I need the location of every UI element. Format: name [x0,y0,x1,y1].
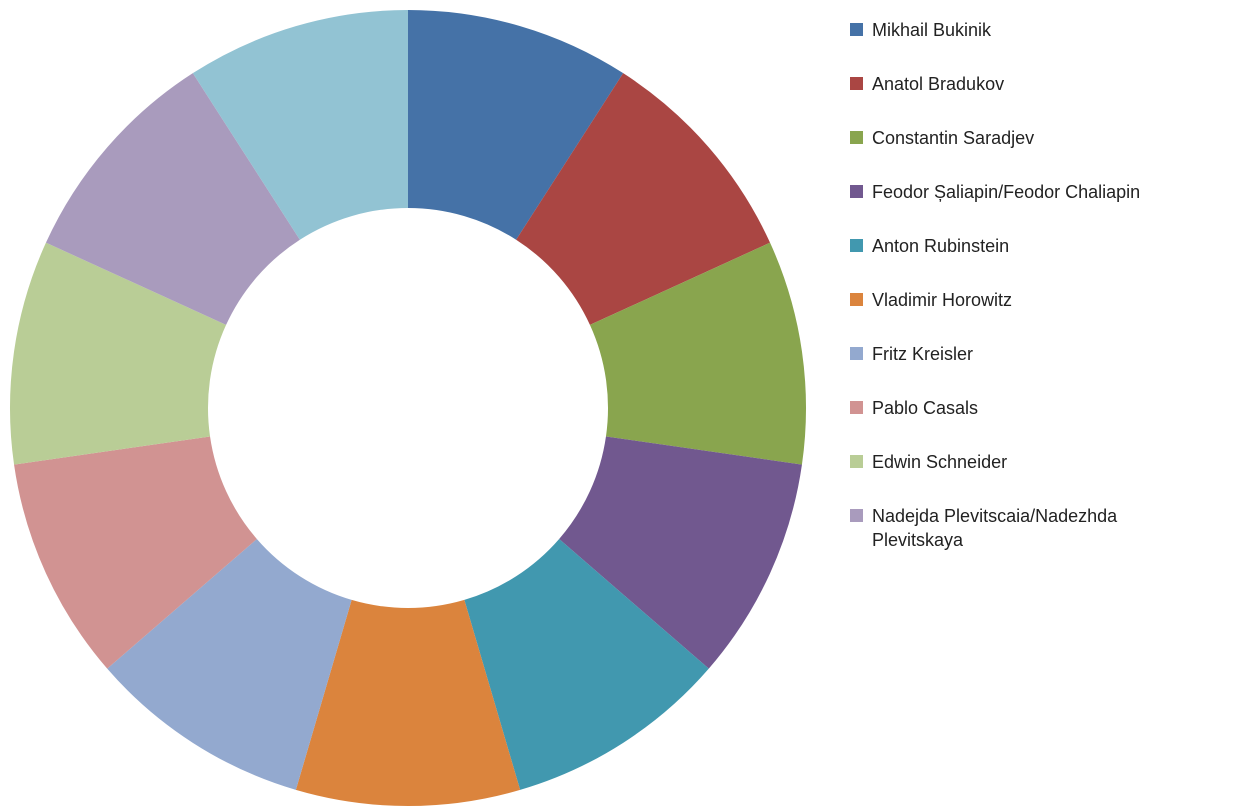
legend-label: Anton Rubinstein [872,236,1010,256]
legend-item: Vladimir Horowitz [850,288,1202,312]
legend-label: Nadejda Plevitscaia/Nadezhda Plevitskaya [872,506,1118,550]
donut-slice [516,73,771,325]
legend-label: Edwin Schneider [872,452,1008,472]
legend-swatch [850,239,863,252]
legend-label: Vladimir Horowitz [872,290,1013,310]
legend-label: Fritz Kreisler [872,344,974,364]
legend-label: Mikhail Bukinik [872,20,992,40]
legend-item: Edwin Schneider [850,450,1202,474]
legend-swatch [850,77,863,90]
legend-item: Fritz Kreisler [850,342,1202,366]
donut-slice [107,538,352,790]
legend-item: Constantin Saradjev [850,126,1202,150]
chart [9,10,806,806]
legend-swatch [850,509,863,522]
legend-swatch [850,455,863,468]
legend-item: Mikhail Bukinik [850,18,1202,42]
donut-slice [192,10,408,240]
donut-slice [464,538,709,790]
donut-slice [45,73,300,325]
legend-item: Anatol Bradukov [850,72,1202,96]
legend-swatch [850,293,863,306]
legend-item: Feodor Șaliapin/Feodor Chaliapin [850,180,1202,204]
donut-slice [9,242,227,465]
legend-swatch [850,131,863,144]
donut-slice [14,436,257,669]
legend-item: Nadejda Plevitscaia/Nadezhda Plevitskaya [850,504,1202,552]
donut-slice [408,10,624,240]
legend-swatch [850,401,863,414]
legend-item: Pablo Casals [850,396,1202,420]
donut-slice [589,242,806,465]
legend-item: Anton Rubinstein [850,234,1202,258]
legend-swatch [850,347,863,360]
legend-swatch [850,23,863,36]
donut-slice [559,436,802,669]
donut-slice [295,599,521,806]
legend-label: Constantin Saradjev [872,128,1035,148]
legend-label: Anatol Bradukov [872,74,1005,94]
legend-swatch [850,185,863,198]
legend-label: Feodor Șaliapin/Feodor Chaliapin [872,182,1141,202]
legend-label: Pablo Casals [872,398,979,418]
